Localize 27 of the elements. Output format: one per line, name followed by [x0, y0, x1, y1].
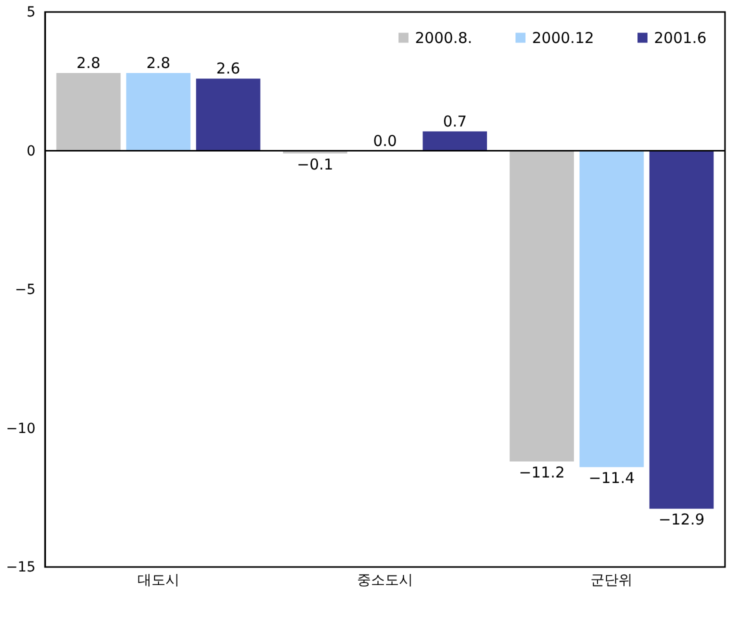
legend-label: 2000.8. — [415, 28, 472, 47]
bar — [422, 131, 487, 151]
data-label: −0.1 — [296, 156, 334, 174]
legend-label: 2001.6 — [654, 28, 706, 47]
x-tick-label: 중소도시 — [357, 572, 413, 588]
x-tick-label: 군단위 — [590, 572, 633, 588]
data-label: 2.6 — [216, 60, 240, 78]
data-label: 2.8 — [146, 54, 170, 72]
data-label: −11.4 — [588, 469, 635, 488]
y-tick-label: −10 — [6, 420, 36, 437]
y-tick-label: −15 — [6, 560, 36, 576]
data-label: 2.8 — [76, 54, 100, 72]
data-label: 0.0 — [373, 132, 397, 150]
bar — [196, 78, 260, 151]
legend-label: 2000.12 — [532, 28, 594, 47]
bar — [580, 150, 644, 468]
y-tick-label: −5 — [14, 282, 36, 298]
data-label: −12.9 — [658, 510, 705, 529]
bar — [649, 150, 714, 509]
data-label: −11.2 — [518, 464, 565, 482]
bar — [56, 73, 121, 151]
y-tick-label: 0 — [26, 143, 36, 160]
y-tick-label: 5 — [26, 4, 36, 20]
data-label: 0.7 — [442, 112, 467, 130]
bar — [126, 73, 190, 151]
bar — [510, 150, 574, 462]
x-tick-label: 대도시 — [137, 572, 180, 588]
